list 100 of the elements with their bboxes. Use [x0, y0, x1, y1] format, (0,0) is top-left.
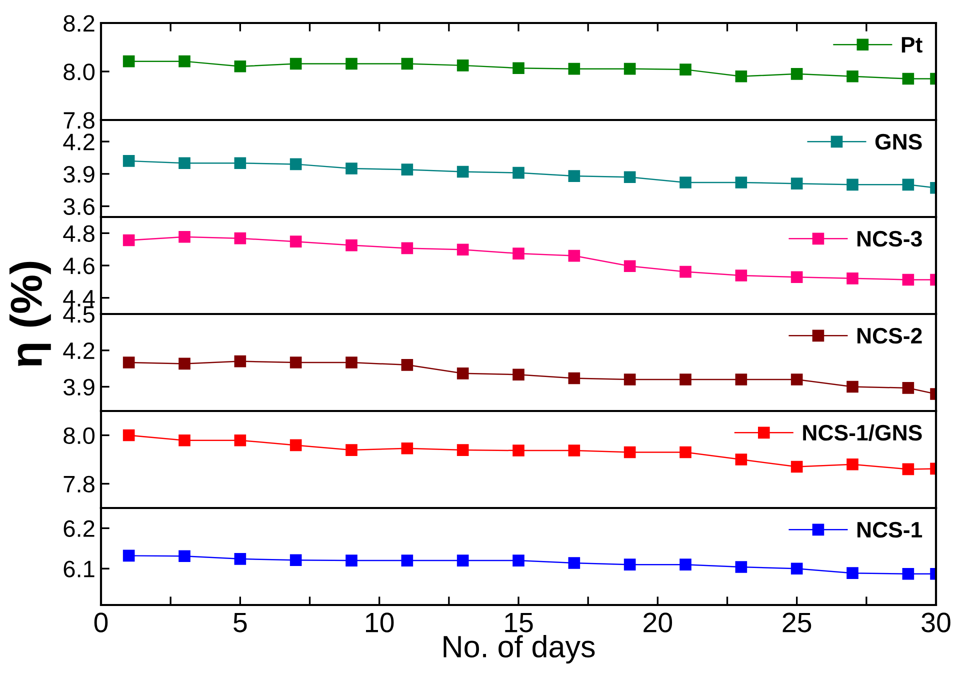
point — [122, 55, 135, 68]
point — [624, 260, 636, 272]
legend-label: NCS-2 — [857, 328, 922, 344]
x-tick-label: 25 — [782, 612, 812, 632]
point — [346, 554, 358, 566]
point — [846, 178, 858, 191]
y-tick-label: 4.2 — [63, 134, 94, 150]
point — [624, 558, 636, 570]
point — [178, 358, 190, 370]
point — [512, 444, 524, 456]
point — [790, 68, 803, 80]
point — [735, 454, 748, 466]
x-tick-label: 10 — [366, 612, 394, 632]
point — [290, 439, 302, 452]
point — [234, 355, 246, 368]
point — [680, 266, 692, 278]
point — [234, 553, 246, 565]
point — [178, 55, 190, 68]
point — [680, 558, 692, 570]
x-tick-label: 15 — [505, 612, 533, 632]
point — [735, 561, 748, 573]
y-tick-label: 8.2 — [64, 15, 94, 32]
point — [902, 72, 914, 85]
point — [568, 250, 580, 262]
point — [680, 64, 692, 76]
point — [568, 557, 580, 569]
point — [346, 162, 358, 174]
point — [290, 236, 302, 248]
point — [512, 368, 524, 381]
point — [846, 458, 858, 470]
y-tick-label: 4.4 — [63, 290, 95, 306]
point — [846, 272, 858, 284]
point — [401, 242, 414, 254]
point — [456, 60, 469, 72]
point — [290, 58, 302, 70]
point — [902, 382, 914, 394]
point — [568, 372, 580, 384]
point — [790, 271, 803, 284]
y-tick-label: 4.2 — [63, 342, 94, 359]
y-tick-label: 7.8 — [64, 476, 94, 493]
point — [178, 434, 190, 446]
point — [401, 359, 414, 371]
point — [846, 380, 858, 393]
point — [346, 239, 358, 252]
point — [122, 356, 135, 368]
y-tick-label: 8.0 — [64, 427, 95, 444]
x-tick-label: 20 — [644, 612, 672, 632]
point — [122, 234, 135, 246]
legend-label: NCS-1 — [857, 522, 922, 538]
point — [178, 550, 190, 562]
y-tick-label: 6.2 — [64, 520, 94, 537]
point — [122, 429, 135, 442]
point — [122, 550, 135, 562]
point — [456, 244, 469, 256]
point — [234, 157, 246, 170]
x-tick-label: 5 — [234, 612, 247, 632]
point — [902, 463, 914, 476]
point — [401, 554, 414, 566]
point — [735, 270, 748, 282]
point — [290, 356, 302, 368]
point — [401, 164, 414, 176]
y-tick-label: 4.6 — [63, 258, 94, 274]
point — [735, 70, 748, 82]
point — [568, 62, 580, 75]
x-axis-title: No. of days — [444, 635, 595, 664]
point — [456, 444, 469, 456]
y-tick-label: 3.9 — [64, 166, 94, 183]
point — [401, 442, 414, 454]
point — [178, 230, 190, 243]
point — [512, 166, 524, 179]
point — [680, 374, 692, 386]
point — [624, 374, 636, 386]
point — [290, 158, 302, 170]
point — [846, 567, 858, 579]
point — [624, 171, 636, 184]
point — [290, 554, 302, 566]
x-tick-label: 30 — [922, 612, 950, 632]
point — [902, 568, 914, 580]
legend-label: NCS-3 — [857, 230, 922, 247]
point — [456, 554, 469, 566]
point — [902, 274, 914, 286]
point — [568, 444, 580, 456]
point — [680, 176, 692, 188]
point — [234, 232, 246, 244]
y-tick-label: 3.6 — [64, 198, 94, 216]
point — [178, 157, 190, 170]
point — [346, 444, 358, 456]
point — [512, 248, 524, 260]
point — [122, 155, 135, 167]
y-tick-label: 8.0 — [64, 64, 95, 80]
y-tick-label: 4.5 — [63, 306, 94, 323]
point — [624, 62, 636, 75]
point — [346, 58, 358, 70]
point — [568, 170, 580, 182]
x-tick-label: 0 — [94, 612, 108, 632]
point — [735, 374, 748, 386]
point — [790, 562, 803, 575]
point — [346, 356, 358, 368]
point — [624, 446, 636, 458]
point — [790, 374, 803, 386]
